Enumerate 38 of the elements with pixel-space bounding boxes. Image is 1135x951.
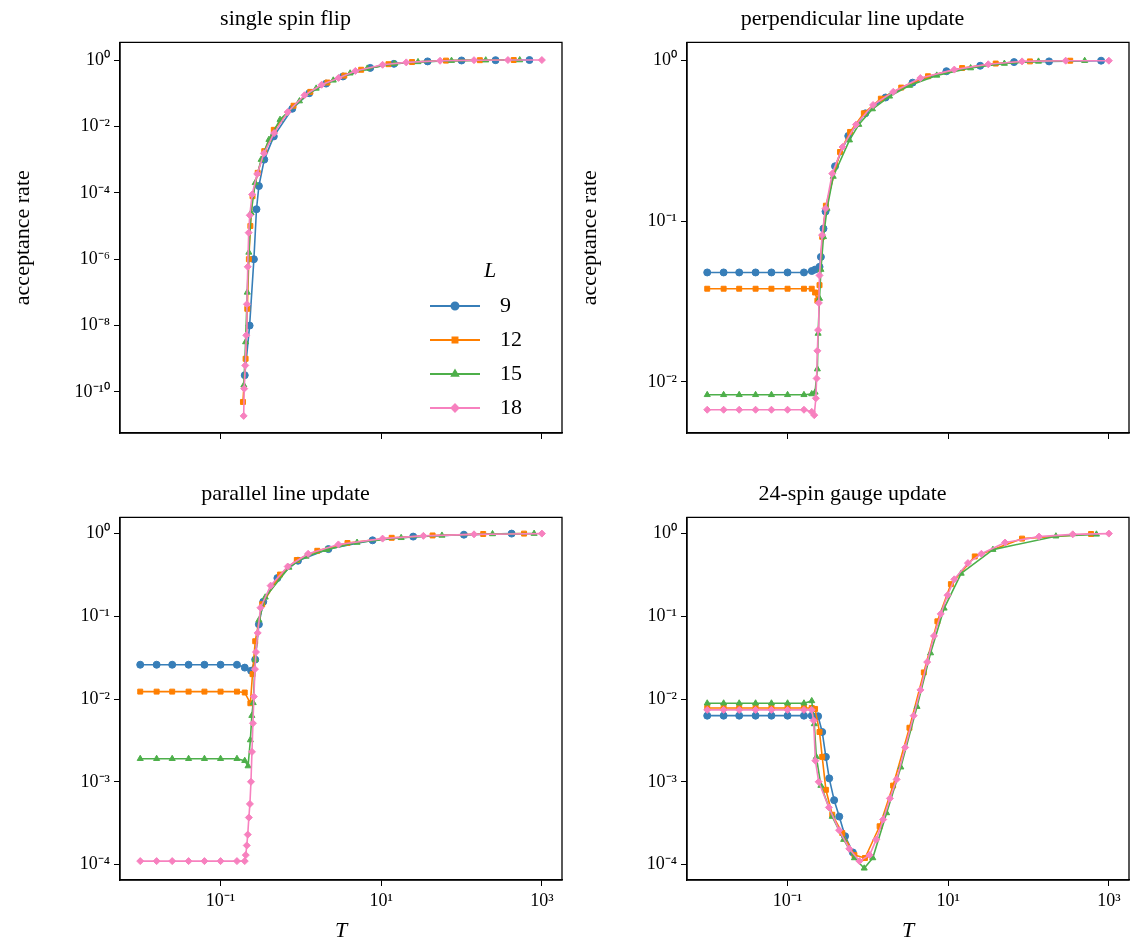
chart-title: 24-spin gauge update xyxy=(758,479,947,505)
x-tick-label: 10¹ xyxy=(936,889,960,910)
y-tick-label: 10⁻³ xyxy=(80,770,111,791)
legend-label: 18 xyxy=(500,393,522,419)
y-tick-label: 10⁻⁶ xyxy=(79,247,110,268)
y-tick-label: 10⁻² xyxy=(647,370,677,391)
x-tick-label: 10⁻¹ xyxy=(772,889,803,910)
x-tick-label: 10³ xyxy=(1097,889,1122,910)
y-tick-label: 10⁻² xyxy=(80,687,110,708)
y-tick-label: 10⁻¹⁰ xyxy=(74,380,110,401)
chart-title: single spin flip xyxy=(220,4,351,30)
y-tick-label: 10⁰ xyxy=(653,49,677,70)
x-tick-label: 10³ xyxy=(530,889,555,910)
y-tick-label: 10⁰ xyxy=(86,48,110,69)
y-axis-title: acceptance rate xyxy=(575,170,601,306)
y-tick-label: 10⁻⁴ xyxy=(646,853,677,874)
y-axis-title: acceptance rate xyxy=(8,170,34,306)
y-tick-label: 10⁻¹ xyxy=(80,605,110,626)
chart-title: parallel line update xyxy=(201,479,370,505)
legend-label: 12 xyxy=(500,325,522,351)
y-tick-label: 10⁻² xyxy=(80,115,110,136)
y-tick-label: 10⁰ xyxy=(86,522,110,543)
legend-label: 9 xyxy=(500,291,511,317)
y-tick-label: 10⁻⁴ xyxy=(79,853,110,874)
y-tick-label: 10⁻² xyxy=(647,687,677,708)
chart-title: perpendicular line update xyxy=(740,4,965,30)
legend-label: 15 xyxy=(500,359,522,385)
x-axis-title: T xyxy=(334,916,349,942)
y-tick-label: 10⁻⁴ xyxy=(79,181,110,202)
y-tick-label: 10⁻¹ xyxy=(647,209,677,230)
y-tick-label: 10⁻⁸ xyxy=(79,314,110,335)
y-tick-label: 10⁻¹ xyxy=(647,605,677,626)
legend-title: L xyxy=(482,256,497,282)
y-tick-label: 10⁻³ xyxy=(647,770,678,791)
x-tick-label: 10⁻¹ xyxy=(205,889,236,910)
x-axis-title: T xyxy=(901,916,916,942)
x-tick-label: 10¹ xyxy=(369,889,393,910)
y-tick-label: 10⁰ xyxy=(653,522,677,543)
